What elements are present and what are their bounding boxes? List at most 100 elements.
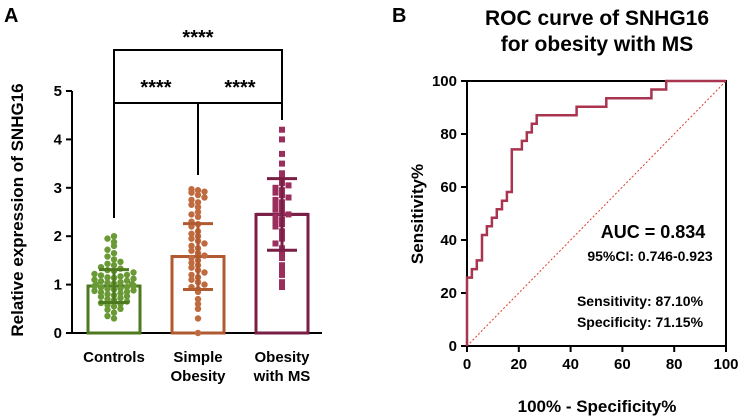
auc-label: AUC = 0.834 <box>601 222 706 242</box>
data-point <box>110 315 118 322</box>
data-point <box>279 267 285 274</box>
data-point <box>104 235 111 242</box>
data-point <box>110 303 118 310</box>
panel-a-y-tick-label: 1 <box>54 277 62 294</box>
panel-a-y-tick-label: 4 <box>54 131 63 148</box>
data-point <box>279 284 285 291</box>
data-point <box>188 186 195 193</box>
data-point <box>130 287 137 294</box>
data-point <box>123 283 131 291</box>
category-label-simple-obesity-line1: Simple <box>173 349 222 366</box>
data-point <box>110 256 118 263</box>
data-point <box>279 150 285 157</box>
panel-letter-a: A <box>4 5 18 27</box>
data-point <box>279 271 285 278</box>
data-point <box>104 306 111 313</box>
panel-a-y-axis-title: Relative expression of SNHG16 <box>8 83 27 336</box>
data-point <box>104 253 111 260</box>
data-point <box>201 269 208 276</box>
panel-b-y-axis-title: Sensitivity% <box>408 164 427 264</box>
data-point <box>279 279 285 286</box>
significance-label-controls-vs-ms: **** <box>182 27 213 49</box>
data-point <box>285 194 292 201</box>
data-point <box>194 213 202 221</box>
data-point <box>97 272 105 279</box>
panel-b-x-tick-label: 20 <box>510 356 527 373</box>
panel-b-y-tick-label: 20 <box>440 285 457 302</box>
data-point <box>279 170 285 177</box>
data-point <box>110 262 118 269</box>
data-point <box>279 136 285 143</box>
panel-b-x-tick-label: 0 <box>463 356 471 373</box>
data-point <box>285 182 292 189</box>
data-point <box>272 213 279 220</box>
data-point <box>272 184 279 191</box>
category-label-obesity-ms-line2: with MS <box>253 368 311 385</box>
data-point <box>279 126 285 133</box>
data-point <box>201 281 208 288</box>
data-point <box>279 254 285 261</box>
data-point <box>104 274 111 281</box>
data-point <box>188 271 195 279</box>
data-point <box>123 288 131 296</box>
panel-b-x-axis-title: 100% - Specificity% <box>518 397 677 416</box>
panel-a-plot: 0 1 2 3 4 5 <box>54 49 322 342</box>
data-point <box>104 246 111 253</box>
data-point <box>194 187 202 194</box>
data-point <box>104 291 111 298</box>
panel-a-y-tick-label: 5 <box>54 83 62 100</box>
panel-b-y-tick-label: 40 <box>440 232 457 249</box>
data-point <box>130 269 137 276</box>
data-point <box>110 309 118 316</box>
panel-b-plot-frame <box>466 80 727 347</box>
data-point <box>123 277 131 284</box>
significance-bracket <box>197 102 283 175</box>
data-point <box>117 290 124 297</box>
data-point <box>91 287 98 295</box>
panel-a-y-tick-label: 2 <box>54 228 62 245</box>
data-point <box>97 289 105 296</box>
panel-b-x-tick-label: 40 <box>562 356 579 373</box>
data-point <box>104 295 111 303</box>
data-point <box>201 188 208 195</box>
data-point <box>188 254 195 262</box>
data-point <box>123 271 131 279</box>
data-point <box>91 276 98 283</box>
data-point <box>194 300 202 308</box>
data-point <box>117 285 124 292</box>
panel-b-y-tick-label: 0 <box>449 338 457 355</box>
panel-a-y-tick-label: 3 <box>54 180 62 197</box>
data-point <box>272 189 279 196</box>
data-point <box>272 206 279 213</box>
panel-b-x-tick-label: 100 <box>713 356 738 373</box>
data-point <box>188 276 195 283</box>
data-point <box>194 315 202 322</box>
data-point <box>117 294 124 302</box>
data-point <box>104 279 111 286</box>
data-point <box>272 196 279 203</box>
data-point <box>188 211 195 218</box>
roc-title-line2: for obesity with MS <box>501 33 694 56</box>
ci-label: 95%CI: 0.746-0.923 <box>587 248 713 264</box>
data-point <box>117 258 124 266</box>
panel-b-x-tick-label: 60 <box>614 356 631 373</box>
data-point <box>188 247 195 254</box>
data-point <box>188 235 195 242</box>
data-point <box>194 203 202 211</box>
category-label-obesity-ms-line1: Obesity <box>254 349 310 366</box>
data-point <box>104 285 111 293</box>
data-point <box>110 249 118 257</box>
data-point <box>194 295 202 303</box>
data-point <box>272 218 279 225</box>
panel-letter-b: B <box>392 5 406 27</box>
category-label-simple-obesity-line2: Obesity <box>170 368 226 385</box>
roc-curve <box>465 79 726 346</box>
panel-b-plot: 0 20 40 60 80 100 0 20 40 60 80 100 <box>432 73 739 373</box>
data-point <box>279 262 285 269</box>
data-point <box>91 270 98 278</box>
category-label-controls: Controls <box>83 349 145 366</box>
data-point <box>97 278 105 285</box>
data-point <box>188 242 195 250</box>
